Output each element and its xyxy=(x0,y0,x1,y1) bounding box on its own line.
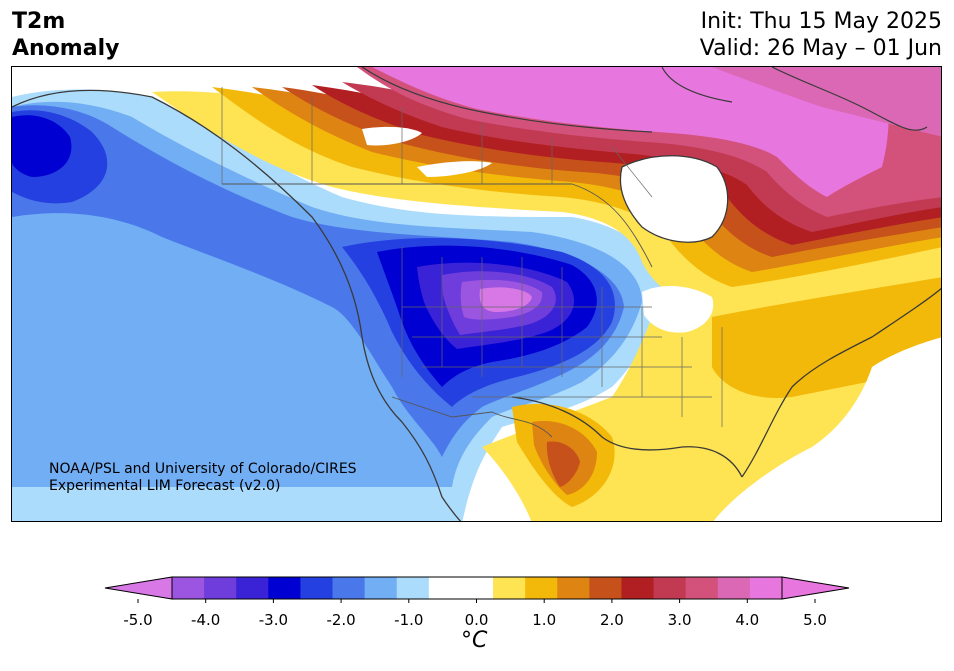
colorbar-segment xyxy=(749,577,783,599)
colorbar-tick-label: -5.0 xyxy=(123,611,152,629)
colorbar-segment xyxy=(653,577,687,599)
init-date: Init: Thu 15 May 2025 xyxy=(700,9,942,34)
colorbar-segment xyxy=(621,577,655,599)
colorbar-tick-label: 5.0 xyxy=(803,611,827,629)
coastline-east xyxy=(741,287,941,478)
colorbar-tick-label: -1.0 xyxy=(394,611,423,629)
province-borders xyxy=(221,87,653,198)
anomaly-map xyxy=(11,66,942,522)
great-lakes xyxy=(642,285,714,333)
colorbar-segment xyxy=(172,577,205,599)
colorbar-segment xyxy=(332,577,366,599)
credit-text: NOAA/PSL and University of Colorado/CIRE… xyxy=(49,461,357,495)
colorbar-segment xyxy=(300,577,334,599)
colorbar: -5.0 -4.0 -3.0 -2.0 -1.0 0.0 1.0 2.0 3.0 4.0 5.0 xyxy=(0,570,954,660)
warm-field-mexico-center xyxy=(546,441,580,487)
country-border-us-mexico xyxy=(391,396,553,438)
colorbar-segment xyxy=(525,577,558,599)
coastline-hudson xyxy=(619,155,729,243)
colorbar-segments xyxy=(172,577,783,599)
colorbar-segment xyxy=(460,577,494,599)
warm-band-arctic xyxy=(372,67,889,197)
colorbar-segment xyxy=(396,577,430,599)
credit-line-2: Experimental LIM Forecast (v2.0) xyxy=(49,478,281,494)
warm-band-greenland xyxy=(712,67,941,137)
country-border-us-canada xyxy=(222,183,653,268)
colorbar-tick-label: -3.0 xyxy=(259,611,288,629)
colorbar-unit: °C xyxy=(461,628,488,653)
colorbar-tick-label: 4.0 xyxy=(735,611,759,629)
cold-field-core-west xyxy=(12,115,72,177)
colorbar-tick-label: -4.0 xyxy=(191,611,220,629)
colorbar-svg: -5.0 -4.0 -3.0 -2.0 -1.0 0.0 1.0 2.0 3.0 4.0 5.0 xyxy=(104,576,850,629)
colorbar-segment xyxy=(493,577,526,599)
coastline-gulf xyxy=(511,396,743,478)
colorbar-tick-label: 3.0 xyxy=(668,611,692,629)
anomaly-map-svg xyxy=(12,67,941,521)
colorbar-tick-label: 2.0 xyxy=(600,611,624,629)
arctic-islands-white-2 xyxy=(417,161,492,177)
coastline-west xyxy=(12,89,462,521)
map-title: T2m Anomaly xyxy=(12,8,119,62)
atlantic-ocean xyxy=(713,337,941,521)
colorbar-segment xyxy=(717,577,751,599)
cold-field-max xyxy=(479,287,532,312)
title-line-2: Anomaly xyxy=(12,36,120,61)
colorbar-tick-label: 1.0 xyxy=(532,611,556,629)
colorbar-segment xyxy=(428,577,462,599)
colorbar-segment xyxy=(204,577,237,599)
colorbar-segment xyxy=(685,577,719,599)
colorbar-segment xyxy=(557,577,590,599)
arctic-islands-white xyxy=(362,126,422,146)
state-borders xyxy=(401,247,723,427)
coastline-arctic xyxy=(361,67,928,133)
title-line-1: T2m xyxy=(12,9,66,34)
colorbar-ticks: -5.0 -4.0 -3.0 -2.0 -1.0 0.0 1.0 2.0 3.0 4.0 5.0 xyxy=(123,599,827,629)
forecast-dates: Init: Thu 15 May 2025 Valid: 26 May – 01… xyxy=(700,8,942,62)
colorbar-over-arrow xyxy=(781,576,850,600)
colorbar-segment xyxy=(364,577,398,599)
colorbar-segment xyxy=(589,577,622,599)
colorbar-segment xyxy=(236,577,269,599)
hudson-bay xyxy=(620,155,728,243)
colorbar-segment xyxy=(268,577,301,599)
colorbar-tick-label: 0.0 xyxy=(465,611,489,629)
colorbar-tick-label: -2.0 xyxy=(326,611,355,629)
colorbar-under-arrow xyxy=(104,576,173,600)
valid-range: Valid: 26 May – 01 Jun xyxy=(699,36,942,61)
credit-line-1: NOAA/PSL and University of Colorado/CIRE… xyxy=(49,461,357,477)
